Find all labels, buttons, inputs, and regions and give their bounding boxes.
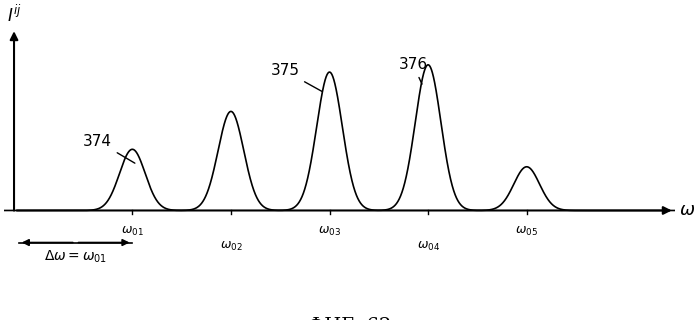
Text: $\omega_{04}$: $\omega_{04}$ (417, 240, 440, 253)
Text: ФИГ. 62: ФИГ. 62 (308, 317, 391, 320)
Text: $\omega_{03}$: $\omega_{03}$ (318, 225, 341, 238)
Text: 375: 375 (271, 63, 322, 92)
Text: $I^{ij}$: $I^{ij}$ (7, 4, 22, 26)
Text: $\omega_{01}$: $\omega_{01}$ (121, 225, 144, 238)
Text: $\Delta\omega=\omega_{01}$: $\Delta\omega=\omega_{01}$ (44, 248, 107, 265)
Text: $\omega_{02}$: $\omega_{02}$ (219, 240, 243, 253)
Text: $\omega$: $\omega$ (679, 202, 696, 220)
Text: $\omega_{05}$: $\omega_{05}$ (515, 225, 538, 238)
Text: 374: 374 (83, 134, 135, 163)
Text: 376: 376 (398, 57, 428, 84)
